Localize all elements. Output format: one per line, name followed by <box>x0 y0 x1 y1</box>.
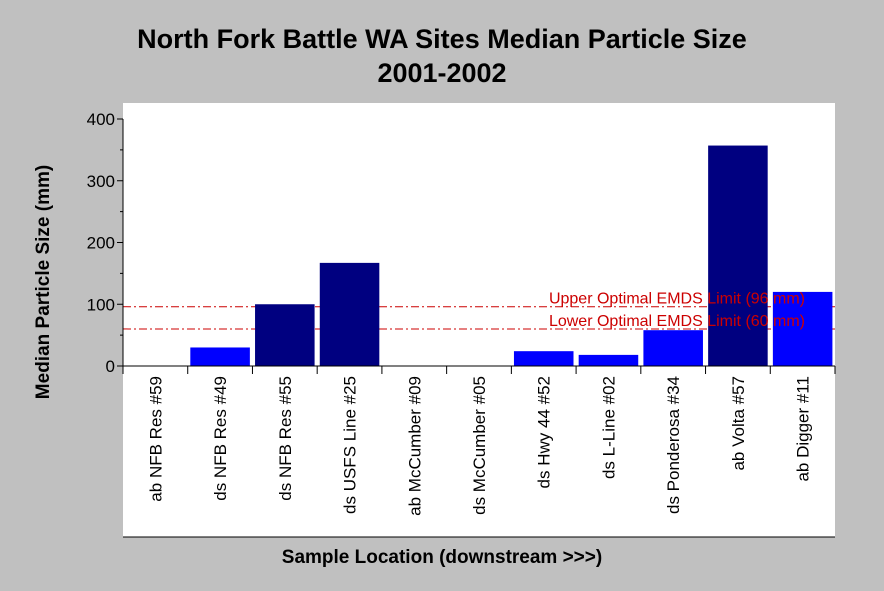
y-tick-label-3: 300 <box>87 172 115 191</box>
bar-6 <box>513 351 574 366</box>
bar-7 <box>578 354 639 366</box>
y-tick-label-2: 200 <box>87 234 115 253</box>
x-tick-label-5: ds McCumber #05 <box>470 376 489 515</box>
chart-title-line-2: 2001-2002 <box>377 58 507 88</box>
y-tick-label-0: 0 <box>106 357 115 376</box>
y-tick-label-1: 100 <box>87 295 115 314</box>
x-axis-label: Sample Location (downstream >>>) <box>281 547 603 568</box>
y-axis-label: Median Particle Size (mm) <box>33 164 54 400</box>
y-tick-label-4: 400 <box>87 110 115 129</box>
reference-line-label-0: Upper Optimal EMDS Limit (96 mm) <box>549 291 805 308</box>
chart-title: North Fork Battle WA Sites Median Partic… <box>0 22 884 90</box>
x-tick-label-10: ab Digger #11 <box>794 376 813 482</box>
bar-8 <box>643 330 703 366</box>
x-tick-label-6: ds Hwy 44 #52 <box>535 376 554 488</box>
x-tick-label-3: ds USFS Line #25 <box>341 376 360 514</box>
bar-10 <box>772 291 833 366</box>
x-tick-label-7: ds L-Line #02 <box>599 376 618 479</box>
reference-line-label-1: Lower Optimal EMDS Limit (60 mm) <box>549 313 805 330</box>
bar-2 <box>255 304 315 366</box>
x-tick-label-2: ds NFB Res #55 <box>276 376 295 501</box>
bar-9 <box>708 145 768 366</box>
x-tick-label-8: ds Ponderosa #34 <box>664 376 683 514</box>
x-tick-label-9: ab Volta #57 <box>729 376 748 471</box>
bar-1 <box>190 347 250 366</box>
x-tick-label-1: ds NFB Res #49 <box>211 376 230 501</box>
chart-title-line-1: North Fork Battle WA Sites Median Partic… <box>137 24 747 54</box>
bar-3 <box>319 262 380 366</box>
x-tick-label-0: ab NFB Res #59 <box>146 376 165 502</box>
x-tick-label-4: ab McCumber #09 <box>405 376 424 516</box>
